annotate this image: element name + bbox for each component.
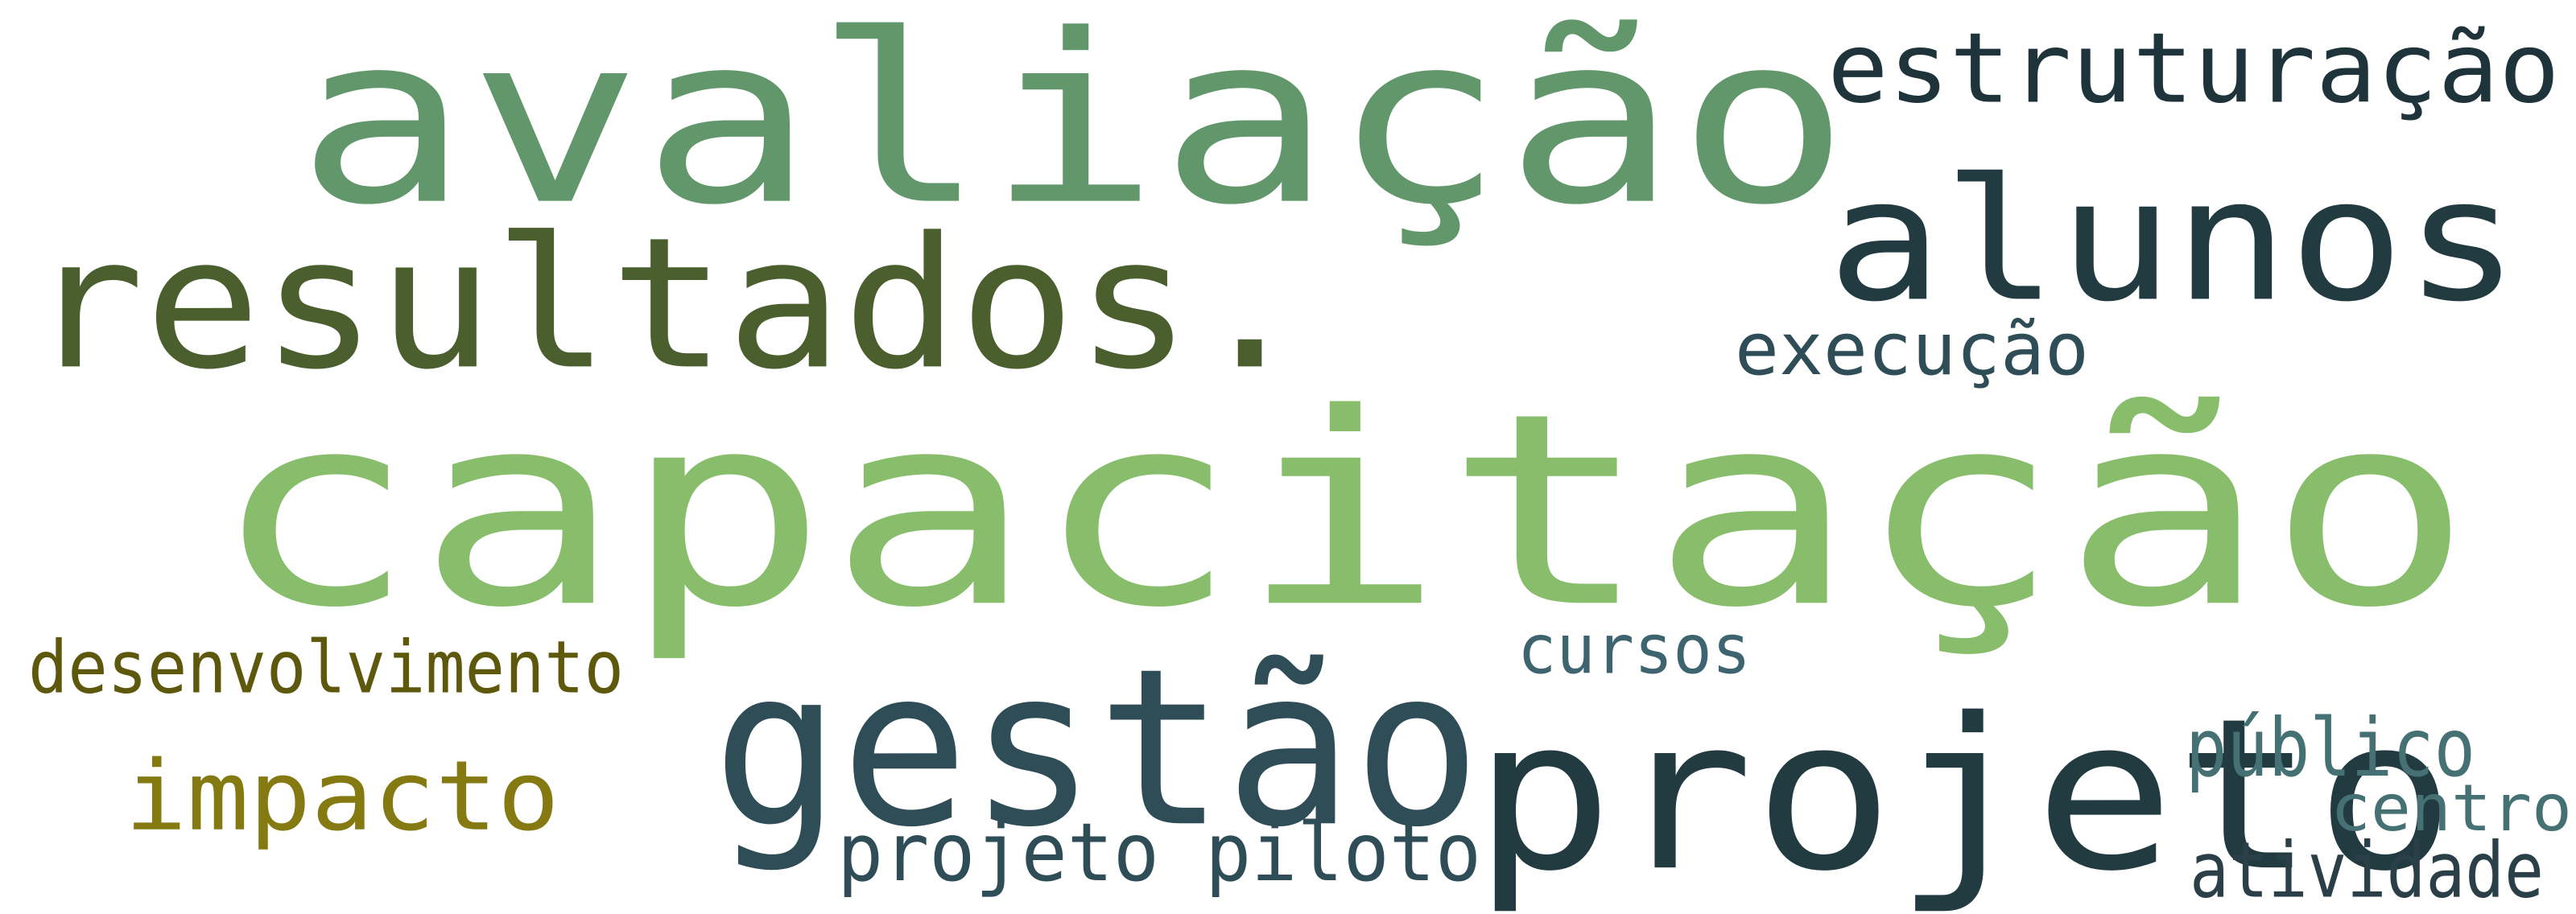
word-avaliacao: avaliação [296, 0, 1850, 257]
word-execucao: execução [1735, 307, 2089, 393]
word-projeto: projeto [1473, 674, 2455, 914]
word-cursos: cursos [1517, 609, 1751, 690]
word-alunos: alunos [1827, 142, 2520, 340]
word-estruturacao: estruturação [1827, 12, 2560, 125]
word-projeto-piloto: projeto piloto [837, 805, 1481, 900]
word-gestao: gestão [712, 621, 1481, 875]
word-desenvolvimento: desenvolvimento [28, 625, 624, 710]
word-capacitacao: capacitação [211, 356, 2473, 666]
word-atividade: atividade [2190, 825, 2544, 914]
word-publico: público [2186, 701, 2475, 795]
word-resultados: resultados. [28, 198, 1308, 410]
word-centro: centro [2330, 770, 2572, 846]
word-impacto: impacto [125, 740, 559, 853]
